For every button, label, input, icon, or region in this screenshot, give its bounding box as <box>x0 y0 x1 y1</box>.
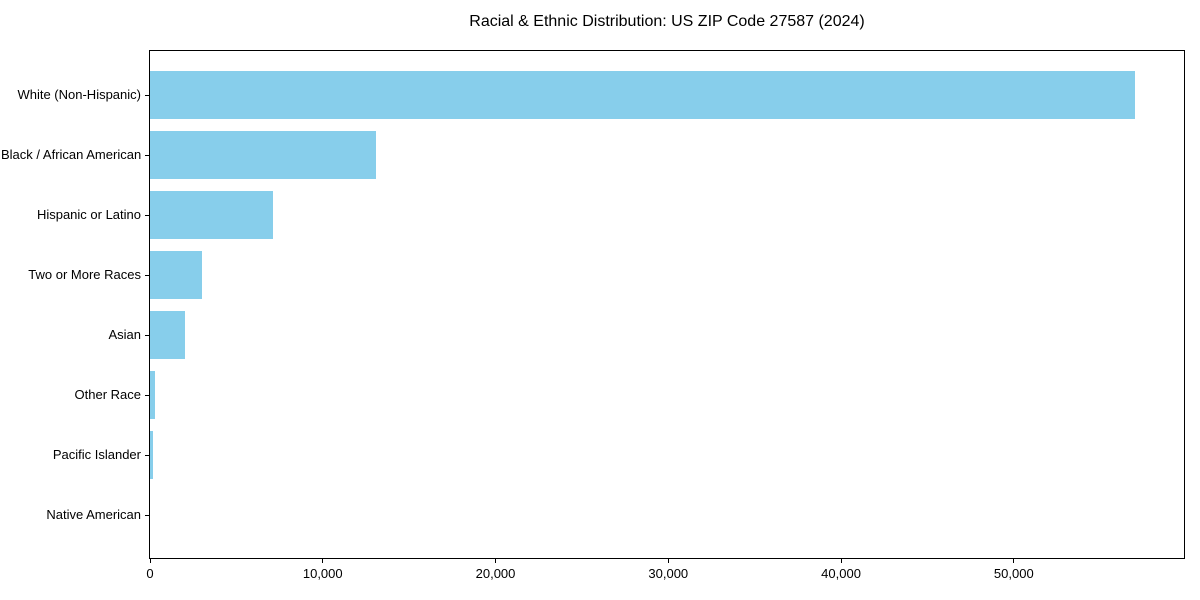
y-tick-mark <box>145 515 149 516</box>
x-tick-mark <box>149 559 151 563</box>
plot-area <box>149 50 1185 559</box>
x-tick-label: 10,000 <box>302 566 343 581</box>
y-tick-label: Black / African American <box>1 146 142 162</box>
x-tick-mark <box>322 559 324 563</box>
bar <box>150 250 202 299</box>
y-tick-label: Two or More Races <box>28 266 141 282</box>
y-tick-label: Asian <box>108 326 141 342</box>
bar <box>150 130 377 179</box>
x-tick-label: 0 <box>146 566 154 581</box>
bar <box>150 190 273 239</box>
x-tick-label: 40,000 <box>821 566 861 581</box>
y-tick-mark <box>145 395 149 396</box>
y-tick-mark <box>145 95 149 96</box>
y-tick-mark <box>145 455 149 456</box>
bar <box>150 370 156 419</box>
y-tick-mark <box>145 155 149 156</box>
y-tick-label: Pacific Islander <box>52 446 141 462</box>
bar <box>150 70 1135 119</box>
x-tick-mark <box>1013 559 1015 563</box>
y-tick-label: Native American <box>46 506 141 522</box>
chart-title: Racial & Ethnic Distribution: US ZIP Cod… <box>469 13 865 30</box>
x-tick-mark <box>667 559 669 563</box>
x-tick-label: 50,000 <box>993 566 1034 581</box>
x-tick-label: 20,000 <box>475 566 516 581</box>
y-tick-label: Hispanic or Latino <box>36 206 141 222</box>
y-tick-mark <box>145 275 149 276</box>
y-tick-label: White (Non-Hispanic) <box>17 86 141 102</box>
y-tick-mark <box>145 335 149 336</box>
x-tick-mark <box>495 559 497 563</box>
x-tick-label: 30,000 <box>648 566 689 581</box>
x-tick-mark <box>840 559 842 563</box>
y-tick-label: Other Race <box>74 386 141 402</box>
bar <box>150 430 154 479</box>
y-tick-mark <box>145 215 149 216</box>
bar <box>150 310 185 359</box>
